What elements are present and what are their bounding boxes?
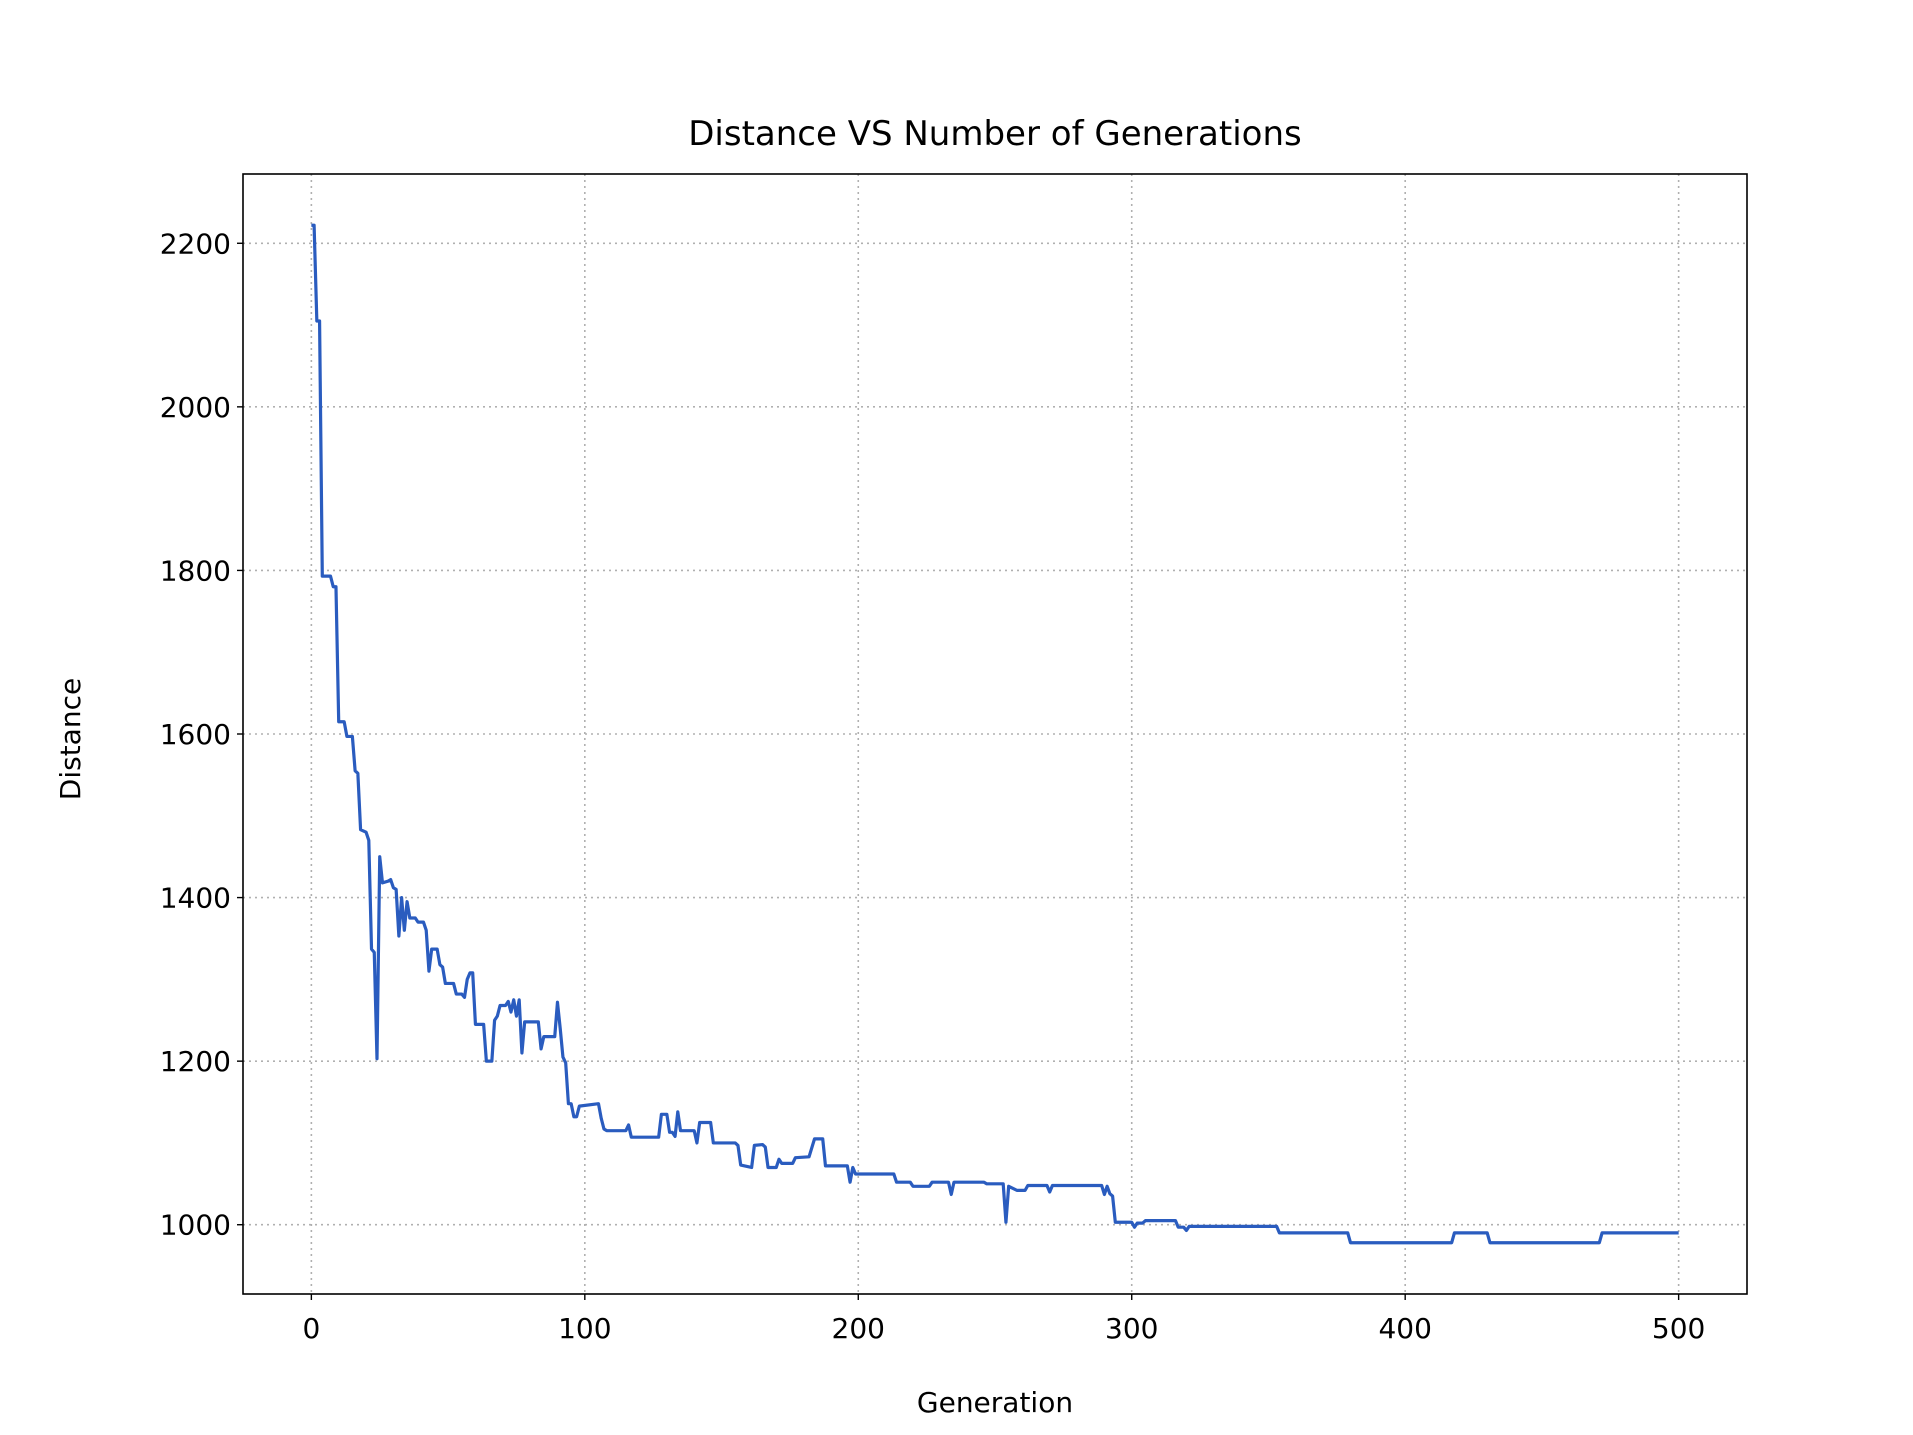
y-tick-label: 1200: [160, 1045, 231, 1078]
x-axis-label: Generation: [917, 1386, 1073, 1419]
y-tick-label: 1800: [160, 554, 231, 587]
y-tick-label: 2200: [160, 227, 231, 260]
x-tick-label: 300: [1105, 1312, 1158, 1345]
y-tick-label: 1000: [160, 1209, 231, 1242]
chart-title: Distance VS Number of Generations: [688, 114, 1301, 154]
x-tick-label: 500: [1652, 1312, 1705, 1345]
x-tick-label: 200: [832, 1312, 885, 1345]
x-tick-label: 400: [1378, 1312, 1431, 1345]
y-tick-label: 2000: [160, 391, 231, 424]
y-tick-label: 1400: [160, 882, 231, 915]
x-tick-label: 100: [558, 1312, 611, 1345]
plot-frame: [242, 173, 1748, 1295]
y-tick-label: 1600: [160, 718, 231, 751]
y-axis-label: Distance: [54, 678, 87, 800]
x-tick-label: 0: [302, 1312, 320, 1345]
data-line: [311, 223, 1679, 1245]
